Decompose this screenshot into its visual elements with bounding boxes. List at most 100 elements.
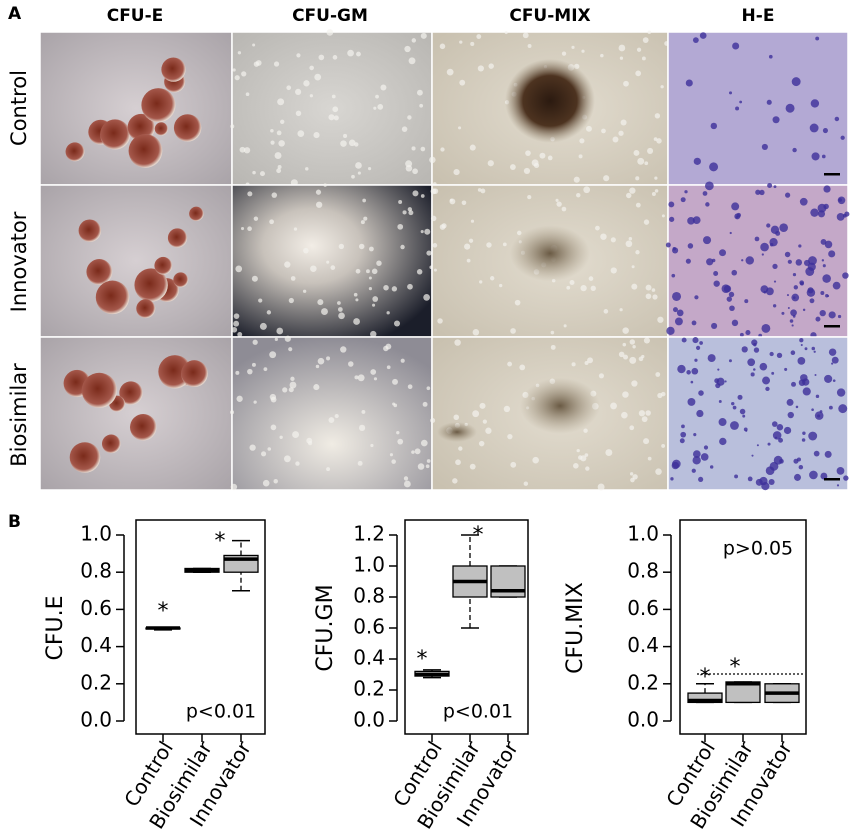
- stained-cell: [744, 299, 749, 304]
- cell: [288, 347, 293, 352]
- cell: [351, 174, 355, 179]
- stained-cell: [745, 256, 754, 265]
- stained-cell: [793, 473, 802, 481]
- cell: [618, 351, 625, 358]
- stained-cell: [813, 350, 816, 353]
- stained-cell: [769, 461, 779, 471]
- cell: [426, 459, 431, 463]
- cell: [620, 119, 627, 126]
- cell: [469, 463, 476, 470]
- cell: [288, 387, 294, 393]
- cell: [386, 311, 390, 315]
- stained-cell: [732, 42, 740, 50]
- cell: [317, 299, 324, 306]
- column-header: CFU-E: [107, 6, 164, 26]
- stained-cell: [685, 258, 691, 264]
- stained-cell: [719, 437, 727, 446]
- cell: [453, 414, 460, 421]
- cell: [635, 176, 640, 181]
- stained-cell: [762, 376, 771, 385]
- cell: [295, 110, 302, 117]
- image-background: [39, 184, 233, 338]
- cell: [326, 467, 331, 472]
- image-background: [667, 184, 849, 338]
- colony: [129, 414, 157, 441]
- stained-cell: [773, 185, 777, 189]
- cell: [396, 430, 400, 435]
- cell: [655, 372, 661, 377]
- stained-cell: [821, 259, 825, 262]
- cell: [241, 71, 247, 77]
- cell: [328, 114, 335, 121]
- cell: [643, 438, 650, 445]
- significance-mark: *: [158, 599, 169, 624]
- cell: [631, 265, 635, 269]
- stained-cell: [704, 181, 714, 191]
- stained-cell: [729, 231, 732, 235]
- significance-mark: *: [730, 655, 741, 680]
- y-tick-label: 0.4: [80, 633, 112, 657]
- cell: [289, 381, 297, 389]
- stained-cell: [692, 37, 699, 44]
- y-tick-label: 1.0: [627, 522, 659, 546]
- cell: [373, 106, 377, 110]
- cell: [334, 414, 339, 419]
- stained-cell: [671, 273, 676, 278]
- cell: [566, 285, 571, 290]
- cell: [629, 339, 636, 345]
- stained-cell: [828, 348, 837, 356]
- cell: [586, 125, 592, 132]
- stained-cell: [691, 468, 696, 473]
- cell: [279, 435, 283, 439]
- cell: [277, 98, 285, 106]
- colony: [181, 360, 208, 388]
- cell: [295, 88, 302, 95]
- stained-cell: [732, 405, 737, 410]
- stained-cell: [693, 433, 697, 437]
- micrograph: [230, 335, 433, 491]
- cell: [367, 167, 372, 171]
- colony: [65, 142, 85, 162]
- stained-cell: [776, 424, 784, 431]
- cell: [340, 346, 347, 353]
- colony: [161, 57, 186, 82]
- cell: [504, 31, 508, 35]
- row-label: Control: [7, 70, 31, 146]
- stained-cell: [741, 259, 744, 262]
- cell: [332, 55, 338, 60]
- y-tick-label: 0.6: [80, 596, 112, 620]
- cell: [458, 126, 462, 130]
- micrograph: [39, 336, 233, 491]
- y-tick-label: 0.8: [80, 559, 112, 583]
- stained-cell: [753, 347, 760, 353]
- cell: [283, 455, 291, 463]
- cell: [584, 453, 589, 457]
- cell: [619, 56, 624, 60]
- stained-cell: [809, 298, 815, 304]
- colony: [86, 259, 113, 285]
- stained-cell: [817, 414, 821, 418]
- stained-cell: [819, 410, 823, 413]
- stained-cell: [680, 197, 686, 203]
- stained-cell: [731, 319, 739, 327]
- stained-cell: [834, 116, 840, 122]
- stained-cell: [791, 324, 794, 327]
- stained-cell: [768, 478, 775, 486]
- cell: [295, 461, 300, 466]
- stained-cell: [711, 322, 718, 330]
- y-tick-label: 1.2: [353, 522, 385, 546]
- stained-cell: [832, 281, 841, 290]
- cell: [507, 361, 513, 367]
- cell: [479, 280, 483, 284]
- cell: [270, 424, 277, 431]
- cell: [407, 115, 412, 120]
- cell: [635, 202, 641, 208]
- stained-cell: [741, 346, 748, 353]
- cell: [404, 45, 411, 53]
- stained-cell: [836, 388, 846, 397]
- stained-cell: [766, 223, 771, 228]
- cell: [403, 480, 411, 488]
- cell: [347, 49, 354, 57]
- cell: [375, 94, 379, 99]
